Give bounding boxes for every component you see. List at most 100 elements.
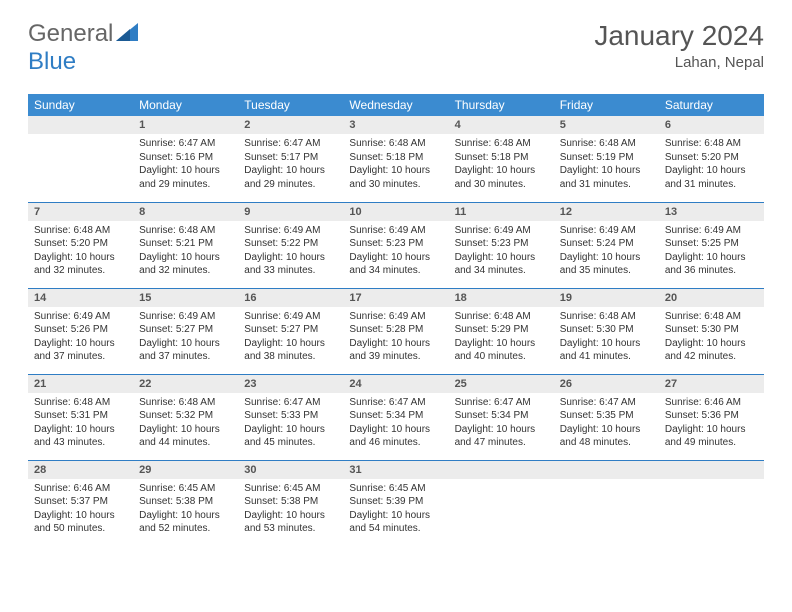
day-details: Sunrise: 6:45 AMSunset: 5:38 PMDaylight:… xyxy=(238,479,343,542)
day-details: Sunrise: 6:45 AMSunset: 5:38 PMDaylight:… xyxy=(133,479,238,542)
day-number: 4 xyxy=(449,116,554,134)
day-details: Sunrise: 6:48 AMSunset: 5:18 PMDaylight:… xyxy=(343,134,448,197)
day-number: 28 xyxy=(28,461,133,479)
weekday-header: Sunday xyxy=(28,94,133,116)
calendar-week-row: 28Sunrise: 6:46 AMSunset: 5:37 PMDayligh… xyxy=(28,460,764,546)
day-number: 19 xyxy=(554,289,659,307)
day-number: 16 xyxy=(238,289,343,307)
day-number: 3 xyxy=(343,116,448,134)
calendar-day-cell xyxy=(659,460,764,546)
brand-part1: General xyxy=(28,20,113,47)
day-details: Sunrise: 6:48 AMSunset: 5:30 PMDaylight:… xyxy=(659,307,764,370)
day-number: 15 xyxy=(133,289,238,307)
calendar-day-cell: 19Sunrise: 6:48 AMSunset: 5:30 PMDayligh… xyxy=(554,288,659,374)
day-details: Sunrise: 6:49 AMSunset: 5:28 PMDaylight:… xyxy=(343,307,448,370)
calendar-day-cell: 24Sunrise: 6:47 AMSunset: 5:34 PMDayligh… xyxy=(343,374,448,460)
day-details: Sunrise: 6:48 AMSunset: 5:32 PMDaylight:… xyxy=(133,393,238,456)
day-details: Sunrise: 6:48 AMSunset: 5:20 PMDaylight:… xyxy=(659,134,764,197)
calendar-day-cell: 2Sunrise: 6:47 AMSunset: 5:17 PMDaylight… xyxy=(238,116,343,202)
day-number: 20 xyxy=(659,289,764,307)
day-number: 9 xyxy=(238,203,343,221)
day-number: 23 xyxy=(238,375,343,393)
calendar-body: 1Sunrise: 6:47 AMSunset: 5:16 PMDaylight… xyxy=(28,116,764,546)
day-number-empty xyxy=(449,461,554,479)
weekday-header: Friday xyxy=(554,94,659,116)
weekday-header: Thursday xyxy=(449,94,554,116)
day-details: Sunrise: 6:48 AMSunset: 5:31 PMDaylight:… xyxy=(28,393,133,456)
day-details: Sunrise: 6:48 AMSunset: 5:20 PMDaylight:… xyxy=(28,221,133,284)
day-details: Sunrise: 6:46 AMSunset: 5:36 PMDaylight:… xyxy=(659,393,764,456)
calendar-day-cell: 18Sunrise: 6:48 AMSunset: 5:29 PMDayligh… xyxy=(449,288,554,374)
calendar-day-cell: 8Sunrise: 6:48 AMSunset: 5:21 PMDaylight… xyxy=(133,202,238,288)
calendar-day-cell: 16Sunrise: 6:49 AMSunset: 5:27 PMDayligh… xyxy=(238,288,343,374)
day-details: Sunrise: 6:49 AMSunset: 5:22 PMDaylight:… xyxy=(238,221,343,284)
logo-triangle-icon xyxy=(116,23,138,41)
day-details: Sunrise: 6:49 AMSunset: 5:23 PMDaylight:… xyxy=(343,221,448,284)
day-details: Sunrise: 6:47 AMSunset: 5:34 PMDaylight:… xyxy=(449,393,554,456)
day-number: 5 xyxy=(554,116,659,134)
weekday-header: Tuesday xyxy=(238,94,343,116)
calendar-day-cell: 28Sunrise: 6:46 AMSunset: 5:37 PMDayligh… xyxy=(28,460,133,546)
weekday-header: Monday xyxy=(133,94,238,116)
calendar-day-cell xyxy=(449,460,554,546)
calendar-day-cell: 30Sunrise: 6:45 AMSunset: 5:38 PMDayligh… xyxy=(238,460,343,546)
day-details: Sunrise: 6:47 AMSunset: 5:16 PMDaylight:… xyxy=(133,134,238,197)
weekday-header: Wednesday xyxy=(343,94,448,116)
day-number: 18 xyxy=(449,289,554,307)
day-number: 30 xyxy=(238,461,343,479)
brand-logo: GeneralBlue xyxy=(28,20,138,76)
calendar-day-cell: 22Sunrise: 6:48 AMSunset: 5:32 PMDayligh… xyxy=(133,374,238,460)
calendar-day-cell: 25Sunrise: 6:47 AMSunset: 5:34 PMDayligh… xyxy=(449,374,554,460)
day-details: Sunrise: 6:48 AMSunset: 5:29 PMDaylight:… xyxy=(449,307,554,370)
title-block: January 2024 Lahan, Nepal xyxy=(594,20,764,71)
day-number: 17 xyxy=(343,289,448,307)
calendar-day-cell: 1Sunrise: 6:47 AMSunset: 5:16 PMDaylight… xyxy=(133,116,238,202)
day-details: Sunrise: 6:46 AMSunset: 5:37 PMDaylight:… xyxy=(28,479,133,542)
day-number: 6 xyxy=(659,116,764,134)
day-number: 11 xyxy=(449,203,554,221)
day-number: 22 xyxy=(133,375,238,393)
day-details: Sunrise: 6:47 AMSunset: 5:33 PMDaylight:… xyxy=(238,393,343,456)
day-number: 31 xyxy=(343,461,448,479)
weekday-header-row: SundayMondayTuesdayWednesdayThursdayFrid… xyxy=(28,94,764,116)
calendar-day-cell xyxy=(28,116,133,202)
day-number: 25 xyxy=(449,375,554,393)
calendar-day-cell: 13Sunrise: 6:49 AMSunset: 5:25 PMDayligh… xyxy=(659,202,764,288)
calendar-day-cell: 9Sunrise: 6:49 AMSunset: 5:22 PMDaylight… xyxy=(238,202,343,288)
month-title: January 2024 xyxy=(594,20,764,52)
calendar-week-row: 7Sunrise: 6:48 AMSunset: 5:20 PMDaylight… xyxy=(28,202,764,288)
day-details: Sunrise: 6:47 AMSunset: 5:34 PMDaylight:… xyxy=(343,393,448,456)
day-number: 29 xyxy=(133,461,238,479)
day-details: Sunrise: 6:48 AMSunset: 5:18 PMDaylight:… xyxy=(449,134,554,197)
calendar-day-cell: 11Sunrise: 6:49 AMSunset: 5:23 PMDayligh… xyxy=(449,202,554,288)
day-number-empty xyxy=(554,461,659,479)
calendar-day-cell: 21Sunrise: 6:48 AMSunset: 5:31 PMDayligh… xyxy=(28,374,133,460)
day-details: Sunrise: 6:49 AMSunset: 5:23 PMDaylight:… xyxy=(449,221,554,284)
weekday-header: Saturday xyxy=(659,94,764,116)
day-number: 24 xyxy=(343,375,448,393)
day-number: 21 xyxy=(28,375,133,393)
calendar-day-cell: 14Sunrise: 6:49 AMSunset: 5:26 PMDayligh… xyxy=(28,288,133,374)
brand-part2: Blue xyxy=(28,48,76,75)
day-number: 26 xyxy=(554,375,659,393)
day-number: 7 xyxy=(28,203,133,221)
calendar-day-cell: 3Sunrise: 6:48 AMSunset: 5:18 PMDaylight… xyxy=(343,116,448,202)
calendar-day-cell: 12Sunrise: 6:49 AMSunset: 5:24 PMDayligh… xyxy=(554,202,659,288)
page-header: GeneralBlue January 2024 Lahan, Nepal xyxy=(28,20,764,76)
day-number: 13 xyxy=(659,203,764,221)
day-number-empty xyxy=(659,461,764,479)
day-number: 12 xyxy=(554,203,659,221)
calendar-day-cell: 5Sunrise: 6:48 AMSunset: 5:19 PMDaylight… xyxy=(554,116,659,202)
day-number: 27 xyxy=(659,375,764,393)
day-details: Sunrise: 6:49 AMSunset: 5:24 PMDaylight:… xyxy=(554,221,659,284)
day-number-empty xyxy=(28,116,133,134)
day-details: Sunrise: 6:47 AMSunset: 5:35 PMDaylight:… xyxy=(554,393,659,456)
day-details: Sunrise: 6:49 AMSunset: 5:26 PMDaylight:… xyxy=(28,307,133,370)
calendar-day-cell: 17Sunrise: 6:49 AMSunset: 5:28 PMDayligh… xyxy=(343,288,448,374)
calendar-table: SundayMondayTuesdayWednesdayThursdayFrid… xyxy=(28,94,764,546)
day-details: Sunrise: 6:49 AMSunset: 5:27 PMDaylight:… xyxy=(238,307,343,370)
day-details: Sunrise: 6:45 AMSunset: 5:39 PMDaylight:… xyxy=(343,479,448,542)
calendar-week-row: 21Sunrise: 6:48 AMSunset: 5:31 PMDayligh… xyxy=(28,374,764,460)
day-details: Sunrise: 6:47 AMSunset: 5:17 PMDaylight:… xyxy=(238,134,343,197)
calendar-day-cell: 26Sunrise: 6:47 AMSunset: 5:35 PMDayligh… xyxy=(554,374,659,460)
